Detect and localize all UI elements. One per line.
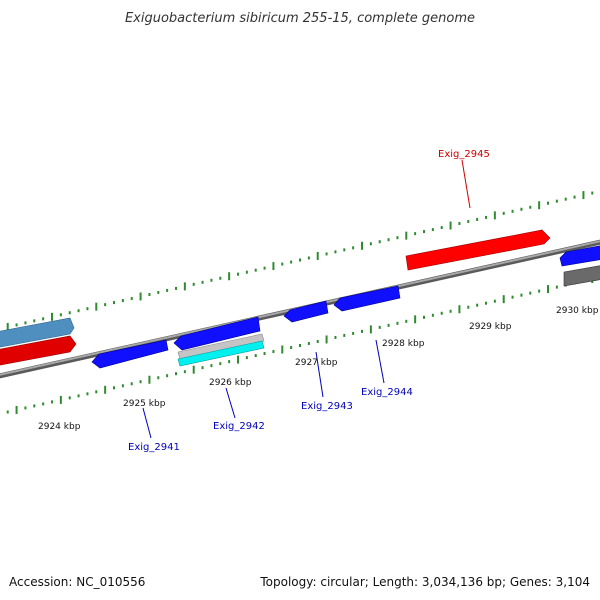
gene-feature-exig-2942[interactable] <box>173 316 261 351</box>
tick-label: 2924 kbp <box>38 422 81 432</box>
gene-feature-left-red[interactable] <box>0 335 77 367</box>
gene-feature-left-blue[interactable] <box>0 317 75 349</box>
gene-label-exig-2943[interactable]: Exig_2943 <box>301 401 353 412</box>
tick-label: 2929 kbp <box>469 322 512 332</box>
gene-label-exig-2944[interactable]: Exig_2944 <box>361 387 413 398</box>
reverse-features <box>91 285 401 369</box>
gene-label-exig-2945[interactable]: Exig_2945 <box>438 149 490 160</box>
inner-tick-track <box>6 275 594 414</box>
gene-label-exig-2942[interactable]: Exig_2942 <box>213 421 265 432</box>
label-leaders <box>142 159 471 439</box>
leader-exig-2945 <box>461 159 471 209</box>
gene-feature-exig-2944[interactable] <box>333 285 401 312</box>
tick-label: 2926 kbp <box>209 378 252 388</box>
tick-label: 2928 kbp <box>382 339 425 349</box>
leader-exig-2943 <box>315 351 324 398</box>
tick-label: 2930 kbp <box>556 306 599 316</box>
gene-feature-pseudo[interactable] <box>177 333 265 360</box>
tick-labels: 2924 kbp 2925 kbp 2926 kbp 2927 kbp 2928… <box>38 306 599 432</box>
gene-feature-rna[interactable] <box>177 340 265 367</box>
leader-exig-2941 <box>142 407 152 439</box>
genome-summary-text: Topology: circular; Length: 3,034,136 bp… <box>259 575 590 589</box>
leader-exig-2942 <box>225 387 236 419</box>
map-title: Exiguobacterium sibiricum 255-15, comple… <box>125 11 475 26</box>
gene-feature-exig-2941[interactable] <box>91 339 169 369</box>
gene-feature-right-blue[interactable] <box>559 244 600 267</box>
gene-feature-exig-2945[interactable] <box>405 229 551 271</box>
gene-feature-exig-2943[interactable] <box>283 300 329 323</box>
forward-features <box>0 229 600 367</box>
tick-label: 2927 kbp <box>295 358 338 368</box>
outer-tick-track <box>6 191 594 331</box>
accession-text: Accession: NC_010556 <box>9 575 145 589</box>
gene-labels: Exig_2941 Exig_2942 Exig_2943 Exig_2944 … <box>128 149 490 453</box>
gene-feature-right-dark[interactable] <box>563 264 600 287</box>
tick-label: 2925 kbp <box>123 399 166 409</box>
gene-label-exig-2941[interactable]: Exig_2941 <box>128 442 180 453</box>
leader-exig-2944 <box>375 339 385 384</box>
